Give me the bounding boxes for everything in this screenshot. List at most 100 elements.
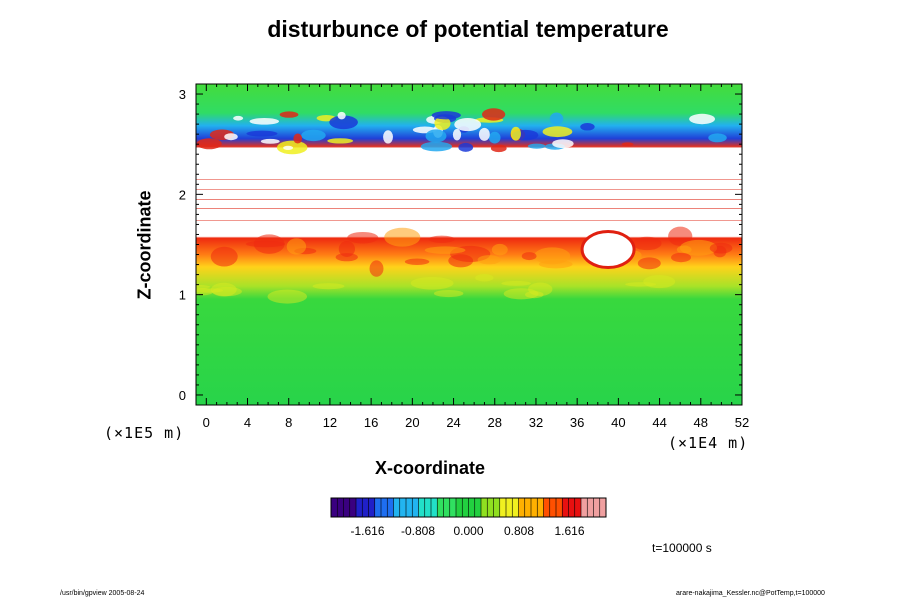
colorbar-segment — [518, 498, 526, 517]
upper-band-structure — [580, 122, 595, 131]
colorbar-segment — [587, 498, 594, 517]
colorbar-segment — [349, 498, 357, 517]
warm-layer-structure — [668, 226, 693, 246]
warm-layer-structure — [534, 247, 571, 265]
colorbar-segment — [556, 498, 563, 517]
colorbar-segment — [531, 498, 538, 517]
upper-band-structure — [434, 116, 451, 130]
colorbar-segment — [581, 498, 588, 517]
warm-layer-structure — [632, 236, 662, 251]
x-tick-label: 32 — [529, 415, 543, 430]
upper-band-structure — [458, 142, 474, 152]
upper-band-structure — [337, 111, 346, 120]
upper-band-structure — [301, 129, 326, 142]
warm-layer-structure — [384, 227, 421, 247]
colorbar-segment — [487, 498, 494, 517]
colorbar-segment — [437, 498, 444, 517]
upper-band-structure — [260, 138, 280, 144]
upper-band-structure — [510, 126, 521, 141]
warm-layer-structure — [424, 246, 466, 254]
colorbar-tick-label: 0.808 — [504, 524, 534, 538]
x-tick-label: 0 — [203, 415, 210, 430]
footer-command: /usr/bin/gpview 2005-08-24 — [60, 590, 145, 597]
x-tick-label: 24 — [446, 415, 460, 430]
x-tick-label: 28 — [488, 415, 502, 430]
x-tick-label: 44 — [652, 415, 666, 430]
upper-band-structure — [246, 130, 278, 137]
colorbar-segment — [431, 498, 438, 517]
colorbar-segment — [462, 498, 469, 517]
colorbar-segment — [399, 498, 407, 517]
colorbar-segment — [506, 498, 513, 517]
colorbar-segment — [593, 498, 601, 517]
warm-layer-structure — [369, 260, 384, 277]
upper-band-structure — [431, 111, 461, 120]
colorbar-tick-label: 0.000 — [453, 524, 483, 538]
upper-band-structure — [233, 115, 244, 121]
upper-band-structure — [283, 145, 294, 150]
colorbar-segment — [537, 498, 544, 517]
upper-band-structure — [293, 133, 303, 144]
colorbar-segment — [562, 498, 569, 517]
warm-layer-structure — [637, 257, 661, 270]
y-axis-title: Z-coordinate — [134, 190, 155, 300]
warm-layer-structure — [477, 255, 501, 265]
upper-band-structure — [488, 131, 501, 144]
colorbar-segment — [368, 498, 376, 517]
colorbar-segment — [362, 498, 369, 517]
yellow-patch — [643, 275, 676, 289]
yellow-patch — [501, 280, 532, 286]
upper-band-structure — [527, 143, 546, 149]
time-annotation: t=100000 s — [652, 541, 712, 555]
y-tick-label: 1 — [179, 288, 186, 303]
warm-layer-structure — [448, 254, 474, 268]
warm-layer-structure — [286, 238, 307, 255]
warm-layer-structure — [671, 252, 691, 263]
colorbar-segment — [337, 498, 344, 517]
yellow-patch — [410, 276, 454, 290]
upper-band-structure — [452, 128, 462, 141]
x-tick-label: 48 — [694, 415, 708, 430]
colorbar-frame — [330, 497, 607, 518]
colorbar-segment — [343, 498, 351, 517]
x-tick-label: 8 — [285, 415, 292, 430]
warm-layer-structure — [709, 242, 733, 254]
footer-source: arare-nakajima_Kessler.nc@PotTemp,t=1000… — [676, 590, 825, 597]
x-tick-label: 16 — [364, 415, 378, 430]
upper-band-structure — [621, 142, 634, 147]
colorbar-segment — [524, 498, 532, 517]
x-tick-label: 12 — [323, 415, 337, 430]
warm-layer-structure — [338, 241, 355, 257]
colorbar-segment — [549, 498, 557, 517]
yellow-patch — [267, 289, 308, 304]
upper-band-structure — [425, 129, 447, 143]
colorbar-segment — [393, 498, 401, 517]
warm-layer-structure — [521, 252, 537, 261]
warm-layer-structure — [253, 234, 285, 254]
upper-band-structure — [478, 127, 490, 141]
colorbar-segment — [493, 498, 501, 517]
colorbar-segment — [374, 498, 382, 517]
upper-band-structure — [542, 126, 573, 138]
colorbar-segment — [499, 498, 507, 517]
colorbar-tick-label: -1.616 — [350, 524, 384, 538]
upper-band-structure — [708, 133, 727, 143]
upper-band-structure — [327, 138, 354, 144]
yellow-patch — [503, 288, 539, 300]
upper-band-structure — [279, 111, 299, 118]
colorbar-segment — [381, 498, 388, 517]
warm-layer-structure — [491, 243, 508, 256]
x-tick-label: 52 — [735, 415, 749, 430]
colorbar-segment — [418, 498, 426, 517]
yellow-patch — [312, 283, 345, 290]
upper-band-structure — [454, 117, 482, 132]
colorbar-segment — [512, 498, 519, 517]
colorbar-segment — [387, 498, 394, 517]
upper-band-structure — [549, 112, 564, 125]
colorbar-segment — [568, 498, 576, 517]
white-dome — [582, 231, 635, 268]
upper-band-structure — [420, 141, 453, 152]
colorbar-segment — [468, 498, 476, 517]
colorbar-segment — [456, 498, 463, 517]
warm-layer-structure — [210, 246, 238, 267]
